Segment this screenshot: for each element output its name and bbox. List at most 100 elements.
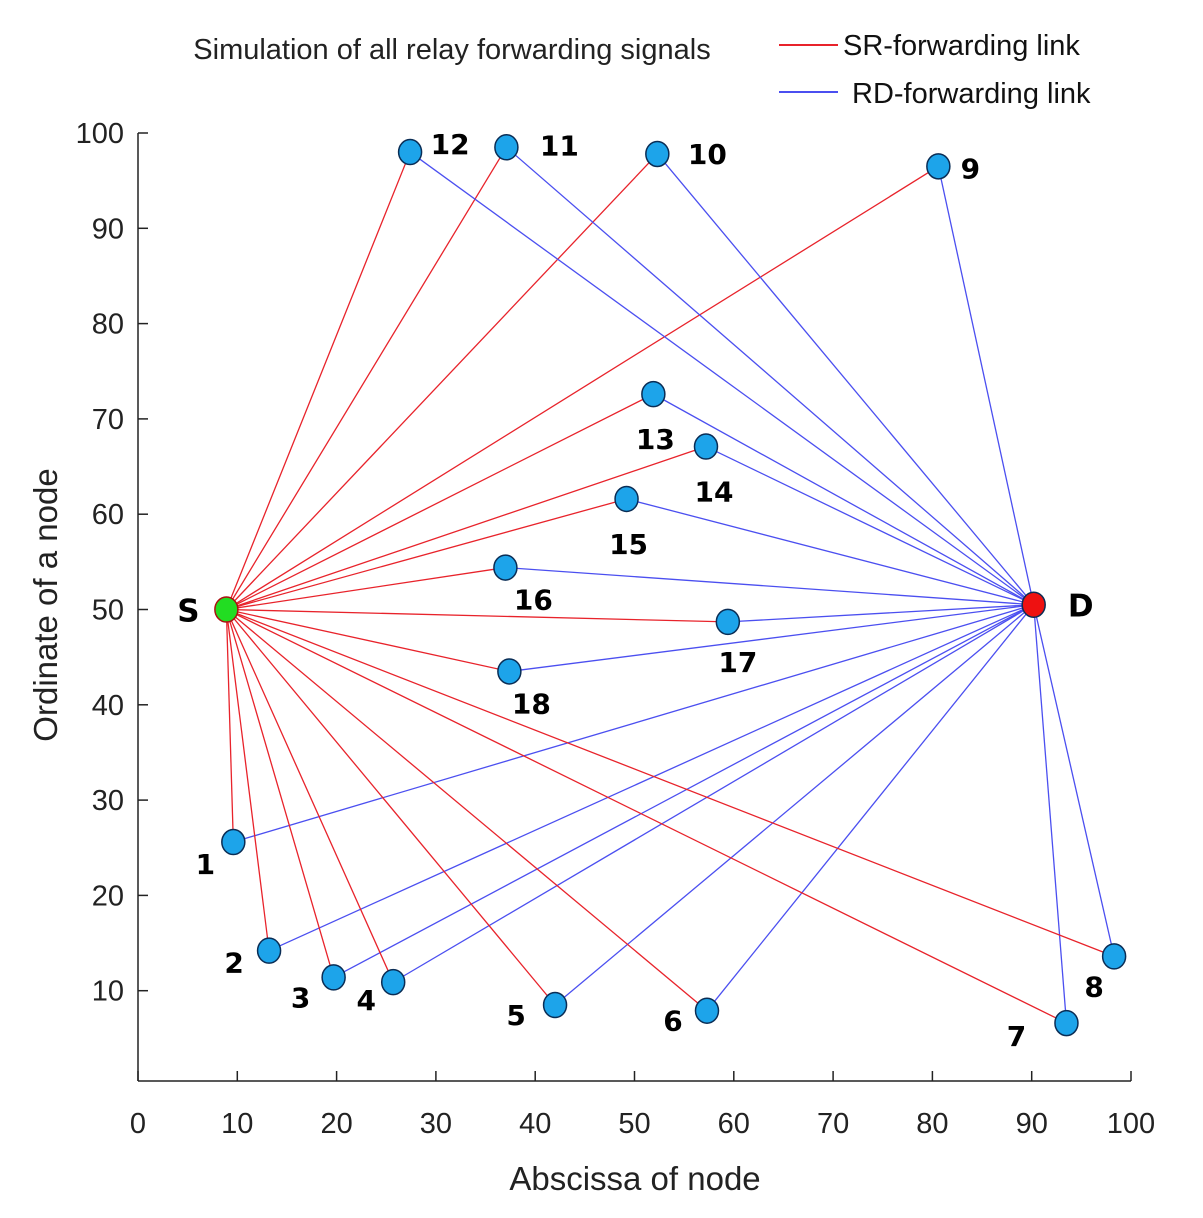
legend: SR-forwarding link RD-forwarding link	[779, 30, 1091, 110]
relay-label-3: 3	[291, 981, 310, 1014]
rd-link-7	[1033, 604, 1068, 1024]
nodes	[214, 134, 1127, 1037]
destination-node	[1021, 591, 1046, 618]
y-tick-label: 20	[92, 880, 124, 912]
rd-link-9	[937, 166, 1035, 605]
sr-link-8	[226, 608, 1115, 957]
relay-label-16: 16	[514, 584, 553, 617]
rd-link-12	[409, 151, 1035, 606]
sr-link-9	[226, 165, 939, 611]
rd-link-14	[705, 445, 1034, 606]
relay-label-2: 2	[224, 947, 243, 980]
relay-node-9	[926, 153, 951, 180]
relay-node-17	[715, 608, 741, 636]
y-axis-label: Ordinate of a node	[27, 468, 64, 741]
sr-link-5	[225, 609, 556, 1006]
relay-node-15	[614, 485, 639, 513]
relay-label-7: 7	[1007, 1020, 1026, 1053]
x-tick-label: 0	[130, 1108, 146, 1140]
destination-label: D	[1068, 589, 1094, 625]
source-label: S	[177, 594, 199, 630]
x-tick-label: 10	[221, 1108, 253, 1140]
sr-link-17	[226, 608, 728, 623]
sr-link-4	[225, 609, 394, 983]
y-tick-label: 70	[92, 404, 124, 436]
relay-node-5	[542, 991, 568, 1019]
relay-label-13: 13	[636, 423, 675, 456]
x-ticks: 0 10 20 30 40 50 60 70 80 90 100	[130, 1071, 1155, 1140]
y-ticks: 10 20 30 40 50 60 70 80 90 100	[76, 118, 148, 1008]
rd-link-4	[392, 604, 1035, 983]
rd-link-13	[653, 393, 1035, 606]
rd-link-1	[233, 604, 1034, 843]
relay-label-10: 10	[688, 138, 727, 171]
sr-link-11	[225, 146, 507, 610]
sr-link-3	[225, 609, 335, 978]
relay-label-9: 9	[961, 152, 980, 185]
relay-label-4: 4	[356, 984, 375, 1017]
relay-node-3	[321, 964, 346, 991]
x-tick-label: 100	[1107, 1108, 1155, 1140]
sr-link-12	[225, 151, 411, 610]
source-node	[214, 596, 239, 623]
relay-label-11: 11	[540, 129, 579, 162]
x-tick-label: 60	[718, 1108, 750, 1140]
relay-node-2	[256, 937, 282, 964]
rd-link-6	[706, 604, 1035, 1012]
rd-link-3	[333, 604, 1034, 978]
rd-link-8	[1033, 604, 1115, 957]
y-tick-label: 30	[92, 785, 124, 817]
rd-link-17	[727, 604, 1034, 623]
sr-link-18	[226, 608, 510, 673]
x-tick-label: 50	[618, 1108, 650, 1140]
rd-link-5	[554, 604, 1035, 1006]
relay-node-6	[694, 997, 720, 1024]
sr-link-13	[226, 393, 654, 611]
relay-node-7	[1054, 1009, 1079, 1037]
x-tick-label: 90	[1016, 1108, 1048, 1140]
x-tick-label: 20	[320, 1108, 352, 1140]
x-tick-label: 30	[420, 1108, 452, 1140]
y-tick-label: 40	[92, 690, 124, 722]
relay-label-15: 15	[609, 528, 648, 561]
rd-link-18	[509, 604, 1034, 673]
legend-rd-label: RD-forwarding link	[852, 78, 1091, 110]
relay-label-12: 12	[431, 128, 470, 161]
x-tick-label: 80	[916, 1108, 948, 1140]
relay-node-14	[693, 433, 719, 460]
rd-link-2	[268, 604, 1034, 952]
sr-link-16	[226, 566, 506, 611]
sr-link-6	[225, 609, 708, 1012]
sr-link-2	[225, 609, 270, 951]
relay-label-14: 14	[695, 476, 734, 509]
relay-node-4	[380, 968, 406, 996]
y-tick-label: 60	[92, 499, 124, 531]
x-tick-label: 40	[519, 1108, 551, 1140]
sr-link-14	[226, 445, 707, 611]
relay-node-13	[641, 380, 666, 408]
relay-node-8	[1101, 943, 1127, 970]
y-tick-label: 100	[76, 118, 124, 150]
relay-node-11	[494, 134, 519, 161]
relay-label-6: 6	[663, 1005, 682, 1038]
relay-node-10	[645, 140, 670, 168]
sr-link-7	[226, 608, 1067, 1024]
links	[225, 146, 1115, 1024]
relay-label-18: 18	[512, 687, 551, 720]
relay-label-5: 5	[506, 999, 525, 1032]
sr-link-1	[225, 609, 234, 843]
rd-link-10	[656, 153, 1035, 606]
rd-link-11	[505, 146, 1035, 606]
y-tick-label: 80	[92, 309, 124, 341]
relay-node-1	[221, 828, 246, 856]
rd-link-16	[505, 566, 1034, 606]
sr-link-10	[225, 153, 658, 610]
rd-link-15	[626, 498, 1034, 606]
x-tick-label: 70	[817, 1108, 849, 1140]
x-axis-label: Abscissa of node	[509, 1160, 760, 1197]
sr-link-15	[226, 498, 627, 611]
relay-label-1: 1	[196, 848, 215, 881]
y-tick-label: 50	[92, 595, 124, 627]
